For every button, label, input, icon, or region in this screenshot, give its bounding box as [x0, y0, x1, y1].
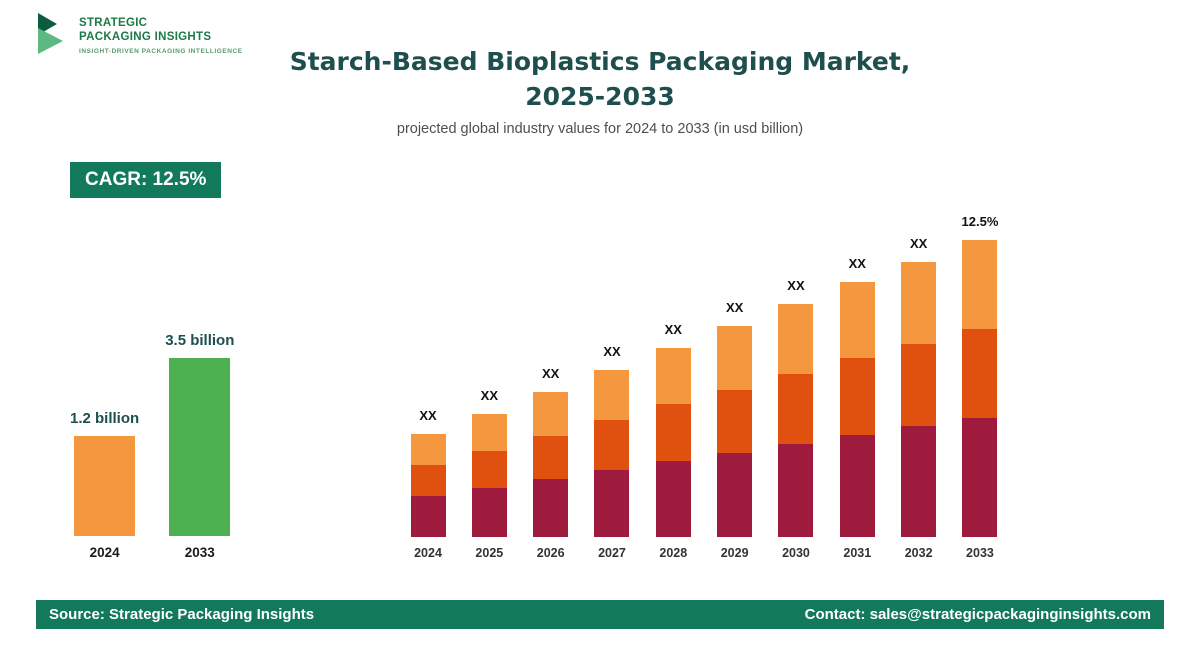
bar-segment-bottom-segment [717, 453, 753, 537]
brand-name-line2: PACKAGING INSIGHTS [79, 31, 212, 43]
page-title-line1: Starch-Based Bioplastics Packaging Marke… [289, 47, 911, 76]
brand-logo: STRATEGIC PACKAGING INSIGHTS INSIGHT-DRI… [36, 13, 243, 57]
brand-name-line1: STRATEGIC [79, 17, 148, 29]
bar-value-label: 12.5% [961, 214, 999, 229]
bar-segment-top-segment [717, 326, 753, 390]
bar-stack [717, 326, 753, 537]
bar-value-label: XX [541, 366, 560, 381]
mini-bar [74, 436, 136, 536]
main-chart: XX 2024 XX 2025 XX 2026 XX 2027 XX 2028 XX 2029 XX 20… [408, 214, 1000, 560]
brand-chevron-icon [38, 13, 63, 54]
bar-column-2032: XX 2032 [899, 236, 939, 560]
bar-segment-middle-segment [778, 374, 814, 444]
bar-segment-bottom-segment [655, 461, 691, 537]
footer-contact: Contact: sales@strategicpackaginginsight… [804, 606, 1151, 623]
bar-segment-bottom-segment [901, 426, 937, 537]
bar-segment-bottom-segment [839, 435, 875, 537]
mini-bar-year-label: 2033 [184, 545, 215, 560]
bar-segment-top-segment [901, 262, 937, 344]
mini-bar-value-label: 3.5 billion [165, 332, 235, 349]
bar-year-label: 2032 [904, 546, 933, 560]
bar-column-2027: XX 2027 [592, 344, 632, 560]
bar-column-2029: XX 2029 [715, 300, 755, 560]
bar-stack [901, 262, 937, 537]
bar-segment-middle-segment [655, 404, 691, 461]
footer-source: Source: Strategic Packaging Insights [49, 606, 315, 623]
cagr-badge: CAGR: 12.5% [70, 162, 222, 198]
bar-value-label: XX [725, 300, 744, 315]
bar-year-label: 2025 [475, 546, 504, 560]
bar-segment-middle-segment [901, 344, 937, 426]
bar-segment-top-segment [962, 240, 998, 329]
mini-bar [169, 358, 231, 536]
bar-year-label: 2028 [659, 546, 688, 560]
bar-segment-bottom-segment [410, 496, 446, 537]
bar-column-2025: XX 2025 [469, 388, 509, 560]
footer-bar: Source: Strategic Packaging Insights Con… [36, 600, 1164, 629]
bar-value-label: XX [419, 408, 437, 423]
brand-text: STRATEGIC PACKAGING INSIGHTS INSIGHT-DRI… [79, 13, 243, 55]
bar-year-label: 2026 [536, 546, 565, 560]
bar-column-2031: XX 2031 [837, 256, 877, 560]
bar-value-label: XX [909, 236, 928, 251]
bar-column-2024: XX 2024 [408, 408, 448, 560]
bar-value-label: XX [664, 322, 682, 337]
bar-stack [471, 414, 507, 537]
bar-segment-top-segment [839, 282, 875, 358]
bar-year-label: 2031 [843, 546, 872, 560]
bar-segment-middle-segment [717, 390, 753, 453]
mini-bar-column-2033: 3.5 billion 2033 [165, 332, 234, 560]
bar-year-label: 2027 [598, 546, 626, 560]
bar-year-label: 2030 [782, 546, 810, 560]
bar-segment-top-segment [778, 304, 814, 374]
bar-value-label: XX [603, 344, 621, 359]
bar-value-label: XX [480, 388, 498, 403]
brand-tagline: INSIGHT-DRIVEN PACKAGING INTELLIGENCE [79, 48, 243, 55]
bar-column-2033: 12.5% 2033 [960, 214, 1000, 560]
bar-stack [410, 434, 446, 537]
stacked-bar-chart: XX 2024 XX 2025 XX 2026 XX 2027 XX 2028 XX 2029 XX 20… [408, 214, 1000, 560]
bar-stack [778, 304, 814, 537]
bar-segment-top-segment [533, 392, 569, 436]
bar-segment-bottom-segment [594, 470, 630, 537]
bar-year-label: 2024 [414, 546, 442, 560]
bar-segment-bottom-segment [962, 418, 998, 537]
bar-year-label: 2033 [966, 546, 994, 560]
bar-segment-middle-segment [594, 420, 630, 470]
mini-chart: 1.2 billion 2024 3.5 billion 2033 [70, 332, 234, 560]
header: Starch-Based Bioplastics Packaging Marke… [0, 44, 1200, 137]
bar-stack [839, 282, 875, 537]
bar-stack [655, 348, 691, 537]
bar-segment-middle-segment [839, 358, 875, 435]
bar-segment-top-segment [410, 434, 446, 465]
bar-column-2030: XX 2030 [776, 278, 816, 560]
bar-segment-middle-segment [533, 436, 569, 479]
bar-value-label: XX [787, 278, 805, 293]
bar-segment-middle-segment [410, 465, 446, 496]
mini-bar-chart: 1.2 billion 2024 3.5 billion 2033 [70, 332, 234, 560]
bar-segment-top-segment [594, 370, 630, 420]
bar-stack [962, 240, 998, 537]
mini-bar-column-2024: 1.2 billion 2024 [70, 410, 139, 560]
bar-value-label: XX [848, 256, 866, 271]
bar-column-2026: XX 2026 [531, 366, 571, 560]
mini-bar-year-label: 2024 [89, 545, 120, 560]
mini-bar-value-label: 1.2 billion [70, 410, 140, 427]
bar-column-2028: XX 2028 [653, 322, 693, 560]
bar-stack [594, 370, 630, 537]
bar-segment-bottom-segment [778, 444, 814, 537]
bar-segment-middle-segment [962, 329, 998, 418]
page-subtitle: projected global industry values for 202… [396, 121, 804, 137]
bar-segment-bottom-segment [471, 488, 507, 537]
bar-stack [533, 392, 569, 537]
page-title-line2: 2025-2033 [525, 82, 675, 111]
bar-segment-middle-segment [471, 451, 507, 488]
bar-segment-bottom-segment [533, 479, 569, 537]
bar-year-label: 2029 [720, 546, 749, 560]
bar-segment-top-segment [655, 348, 691, 404]
bar-segment-top-segment [471, 414, 507, 451]
